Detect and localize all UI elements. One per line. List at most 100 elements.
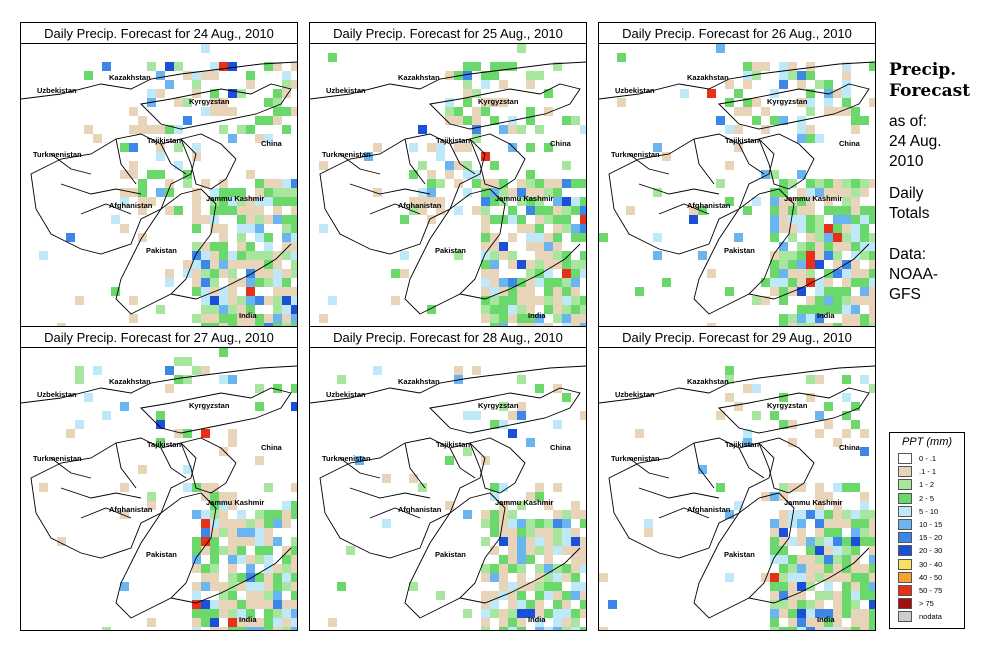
precip-cell	[264, 62, 273, 71]
precip-cell	[779, 71, 788, 80]
precip-cell	[535, 618, 544, 627]
precip-cell	[815, 314, 824, 323]
precip-cell	[535, 269, 544, 278]
border-line	[628, 153, 670, 175]
precip-cell	[328, 618, 337, 627]
precip-cell	[165, 125, 174, 134]
precip-cell	[580, 519, 586, 528]
precip-cell	[535, 206, 544, 215]
precip-cell	[797, 71, 806, 80]
precip-cell	[535, 233, 544, 242]
precip-cell	[526, 80, 535, 89]
precip-cell	[752, 62, 761, 71]
precip-cell	[580, 251, 586, 260]
precip-cell	[698, 251, 707, 260]
precip-cell	[571, 260, 580, 269]
precip-cell	[210, 62, 219, 71]
precip-cell	[689, 206, 698, 215]
precip-cell	[174, 429, 183, 438]
precip-cell	[264, 627, 273, 630]
precip-cell	[797, 564, 806, 573]
precip-cell	[273, 215, 282, 224]
legend-swatch	[898, 492, 912, 504]
precip-cell	[788, 519, 797, 528]
precip-cell	[264, 546, 273, 555]
precip-cell	[201, 269, 210, 278]
precip-cell	[174, 125, 183, 134]
precip-cell	[463, 609, 472, 618]
precip-cell	[282, 305, 291, 314]
precip-cell	[192, 600, 201, 609]
precip-cell	[860, 582, 869, 591]
precip-cell	[481, 314, 490, 323]
precip-cell	[580, 323, 586, 326]
precip-cell	[237, 251, 246, 260]
precip-cell	[797, 170, 806, 179]
precip-cell	[851, 402, 860, 411]
precip-cell	[291, 224, 297, 233]
map-label-afghanistan: Afghanistan	[687, 201, 731, 210]
precip-cell	[770, 600, 779, 609]
precip-cell	[860, 537, 869, 546]
precip-cell	[626, 206, 635, 215]
map-label-uzbekistan: Uzbekistan	[615, 86, 655, 95]
precip-cell	[553, 197, 562, 206]
precip-cell	[192, 564, 201, 573]
precip-cell	[210, 89, 219, 98]
precip-cell	[770, 582, 779, 591]
map-label-jammu_kashmir: Jammu Kashmir	[784, 194, 843, 203]
precip-cell	[228, 546, 237, 555]
precip-cell	[490, 609, 499, 618]
precip-cell	[282, 564, 291, 573]
precip-cell	[571, 323, 580, 326]
precip-cell	[201, 492, 210, 501]
map-label-china: China	[839, 443, 860, 452]
precip-cell	[508, 528, 517, 537]
precip-cell	[562, 224, 571, 233]
precip-cell	[869, 609, 875, 618]
precip-cell	[192, 188, 201, 197]
precip-cell	[869, 296, 875, 305]
precip-cell	[291, 179, 297, 188]
precip-cell	[273, 296, 282, 305]
border-line	[160, 143, 187, 175]
precip-cell	[472, 89, 481, 98]
legend-swatch	[898, 532, 912, 544]
precip-cell	[788, 537, 797, 546]
precip-cell	[860, 375, 869, 384]
precip-cell	[562, 260, 571, 269]
precip-cell	[219, 269, 228, 278]
precip-cell	[156, 152, 165, 161]
map-label-pakistan: Pakistan	[724, 550, 755, 559]
precip-cell	[517, 564, 526, 573]
precip-cell	[526, 519, 535, 528]
precip-cell	[508, 296, 517, 305]
precip-cell	[273, 251, 282, 260]
precip-cell	[842, 519, 851, 528]
precip-cell	[869, 555, 875, 564]
legend-row: 1 - 2	[898, 479, 958, 491]
precip-cell	[752, 384, 761, 393]
precip-cell	[291, 591, 297, 600]
map-label-tajikistan: Tajikistan	[436, 136, 471, 145]
precip-cell	[174, 161, 183, 170]
precip-cell	[797, 528, 806, 537]
precip-cell	[535, 492, 544, 501]
precip-cell	[201, 71, 210, 80]
precip-cell	[499, 62, 508, 71]
precip-cell	[291, 510, 297, 519]
precip-cell	[617, 98, 626, 107]
precip-cell	[788, 251, 797, 260]
border-line	[404, 138, 426, 185]
precip-cell	[571, 528, 580, 537]
precip-cell	[228, 618, 237, 627]
precip-cell	[544, 296, 553, 305]
precip-cell	[201, 260, 210, 269]
precip-cell	[553, 260, 562, 269]
precip-cell	[698, 465, 707, 474]
precip-cell	[761, 573, 770, 582]
precip-cell	[499, 197, 508, 206]
precip-cell	[228, 62, 237, 71]
precip-cell	[806, 618, 815, 627]
